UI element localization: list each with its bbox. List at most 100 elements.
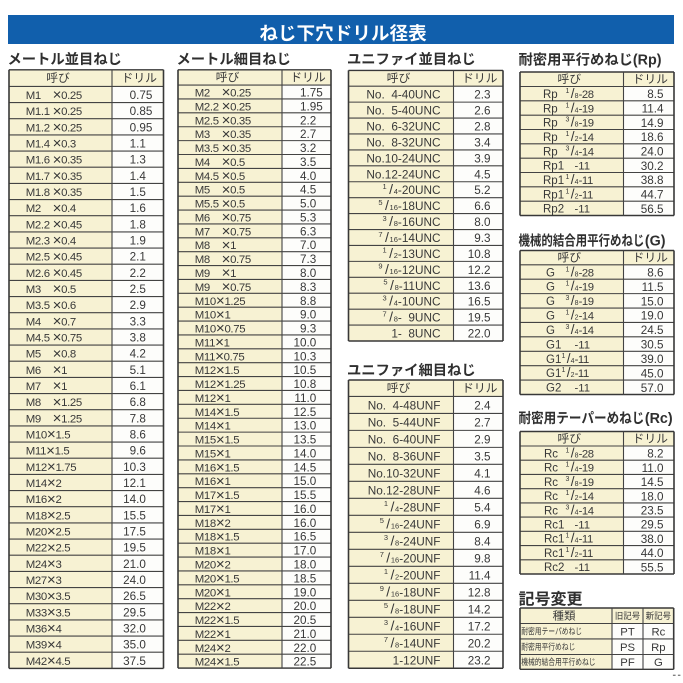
svg-text:5: 5: [139, 509, 146, 522]
svg-text:×1: ×1: [222, 265, 237, 282]
svg-text:0: 0: [657, 462, 664, 475]
svg-text:5/16-18UNC: 5/16-18UNC: [378, 197, 441, 213]
svg-text:3/4-14: 3/4-14: [566, 502, 594, 517]
svg-text:0.: 0.: [130, 121, 140, 134]
svg-text:5/16-24UNF: 5/16-24UNF: [380, 515, 441, 531]
svg-text:M30×3.5: M30×3.5: [26, 588, 70, 605]
svg-text:M12×1.5: M12×1.5: [195, 362, 239, 379]
svg-text:9: 9: [484, 433, 491, 446]
svg-text:5.: 5.: [300, 198, 310, 211]
svg-text:M1.7: M1.7: [26, 171, 50, 183]
svg-text:0: 0: [310, 239, 317, 252]
svg-text:M2.2: M2.2: [26, 219, 50, 231]
svg-text:×0.25: ×0.25: [222, 98, 251, 115]
svg-text:3/8-19: 3/8-19: [566, 115, 594, 130]
svg-text:M2.5: M2.5: [195, 115, 219, 127]
svg-text:1: 1: [139, 364, 146, 377]
svg-text:19.: 19.: [468, 312, 484, 325]
svg-text:-11: -11: [575, 520, 591, 532]
svg-text:7/8-14UNF: 7/8-14UNF: [384, 634, 441, 650]
svg-text:No.12-28UNF: No.12-28UNF: [368, 483, 441, 497]
svg-text:×0.25: ×0.25: [53, 87, 82, 104]
svg-text:5: 5: [310, 364, 317, 377]
svg-text:1.: 1.: [130, 137, 140, 150]
svg-text:8: 8: [484, 586, 491, 599]
svg-text:3.: 3.: [474, 152, 484, 165]
svg-text:29.: 29.: [641, 519, 657, 532]
svg-text:5: 5: [310, 656, 317, 669]
svg-text:×0.5: ×0.5: [222, 154, 245, 171]
svg-text:8.: 8.: [300, 281, 310, 294]
svg-text:1/2-20UNF: 1/2-20UNF: [384, 566, 441, 582]
svg-text:×0.35: ×0.35: [222, 126, 251, 143]
svg-text:23.: 23.: [468, 654, 484, 667]
svg-text:M5: M5: [26, 349, 41, 361]
svg-text:Rc1: Rc1: [544, 534, 564, 546]
svg-text:7/16-20UNF: 7/16-20UNF: [380, 549, 441, 565]
svg-text:11.: 11.: [642, 103, 657, 116]
svg-text:1- 8UNC: 1- 8UNC: [391, 327, 441, 341]
svg-text:M6: M6: [26, 365, 41, 377]
svg-text:2: 2: [484, 654, 491, 667]
svg-text:9: 9: [484, 152, 491, 165]
svg-text:5.: 5.: [300, 211, 310, 224]
svg-text:M1.2: M1.2: [26, 122, 50, 134]
svg-text:0: 0: [139, 574, 146, 587]
svg-text:6: 6: [484, 484, 491, 497]
svg-text:6.: 6.: [300, 225, 310, 238]
svg-text:3/8-19: 3/8-19: [566, 293, 594, 308]
svg-text:8.: 8.: [300, 267, 310, 280]
svg-text:0: 0: [139, 493, 146, 506]
svg-text:18.: 18.: [294, 572, 310, 585]
svg-text:4: 4: [484, 569, 491, 582]
svg-text:×0.35: ×0.35: [53, 168, 82, 185]
svg-text:85: 85: [139, 105, 153, 118]
svg-text:×1.25: ×1.25: [53, 410, 82, 427]
svg-text:5: 5: [310, 531, 317, 544]
svg-text:×0.45: ×0.45: [53, 265, 82, 282]
svg-text:(Rc): (Rc): [645, 411, 673, 427]
svg-text:×0.3: ×0.3: [53, 135, 76, 152]
svg-text:75: 75: [310, 87, 324, 100]
svg-text:No. 8-36UNF: No. 8-36UNF: [368, 449, 441, 463]
svg-text:3.: 3.: [130, 331, 140, 344]
svg-text:10.: 10.: [294, 364, 310, 377]
svg-text:14.: 14.: [294, 461, 310, 474]
svg-text:6: 6: [484, 105, 491, 118]
svg-text:2: 2: [484, 603, 491, 616]
svg-text:5: 5: [310, 156, 317, 169]
svg-text:6.: 6.: [474, 518, 484, 531]
svg-text:Rc1: Rc1: [544, 520, 564, 532]
svg-text:7.: 7.: [130, 412, 140, 425]
svg-text:Rc1: Rc1: [544, 548, 564, 560]
svg-text:5/8-18UNF: 5/8-18UNF: [384, 600, 441, 616]
svg-text:×0.35: ×0.35: [53, 151, 82, 168]
svg-text:3: 3: [310, 350, 317, 363]
svg-text:0: 0: [310, 600, 317, 613]
svg-text:18.: 18.: [294, 558, 310, 571]
svg-text:15.: 15.: [123, 509, 139, 522]
svg-text:23.: 23.: [641, 505, 657, 518]
svg-text:PS: PS: [620, 642, 636, 654]
svg-text:M2.5: M2.5: [26, 252, 50, 264]
svg-text:×0.25: ×0.25: [53, 119, 82, 136]
svg-text:1: 1: [139, 477, 146, 490]
svg-text:9: 9: [139, 299, 146, 312]
svg-text:8.: 8.: [647, 88, 657, 101]
svg-text:0: 0: [310, 309, 317, 322]
svg-text:×0.35: ×0.35: [222, 140, 251, 157]
svg-text:3.: 3.: [474, 450, 484, 463]
svg-text:2: 2: [310, 142, 317, 155]
svg-text:45.: 45.: [641, 367, 657, 380]
svg-text:3.: 3.: [300, 156, 310, 169]
svg-text:5: 5: [657, 281, 664, 294]
svg-text:4: 4: [484, 535, 491, 548]
svg-text:G: G: [546, 282, 555, 294]
svg-text:No. 8-32UNC: No. 8-32UNC: [366, 135, 441, 149]
svg-text:7: 7: [484, 416, 491, 429]
svg-text:M15×1: M15×1: [195, 445, 231, 462]
svg-text:17.: 17.: [468, 620, 484, 633]
svg-text:9.: 9.: [474, 232, 484, 245]
svg-text:0: 0: [310, 267, 317, 280]
svg-text:5: 5: [139, 606, 146, 619]
